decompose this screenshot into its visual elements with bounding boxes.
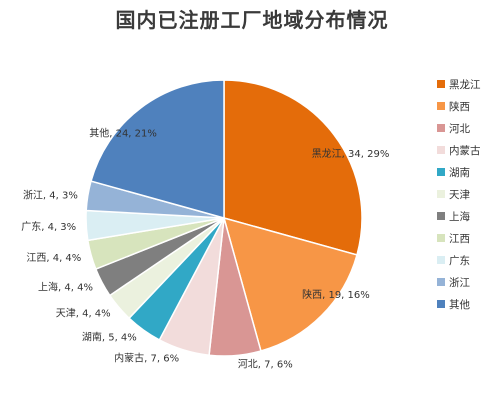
legend-label-4: 内蒙古 (449, 144, 481, 157)
legend-swatch-6 (437, 190, 445, 198)
data-label-4: 内蒙古, 7, 6% (114, 352, 179, 365)
data-label-10: 浙江, 4, 3% (23, 189, 78, 201)
pie-slice-1 (223, 79, 363, 256)
legend-label-1: 黑龙江 (449, 78, 481, 91)
chart-title: 国内已注册工厂地域分布情况 (115, 8, 389, 32)
legend-swatch-3 (437, 124, 445, 132)
legend-swatch-8 (437, 234, 445, 242)
data-label-1: 黑龙江, 34, 29% (312, 147, 390, 160)
legend-label-3: 河北 (449, 123, 470, 135)
data-label-11: 其他, 24, 21% (89, 126, 157, 139)
data-label-6: 天津, 4, 4% (56, 308, 111, 320)
legend-label-8: 江西 (449, 233, 470, 245)
data-label-2: 陕西, 19, 16% (302, 288, 370, 301)
pie-slice-2 (222, 216, 358, 352)
legend-label-10: 浙江 (449, 277, 470, 289)
data-label-8: 江西, 4, 4% (26, 252, 81, 264)
legend-swatch-5 (437, 168, 445, 176)
legend-swatch-2 (437, 102, 445, 110)
data-label-7: 上海, 4, 4% (38, 280, 93, 293)
legend-label-6: 天津 (449, 189, 470, 201)
legend-label-9: 广东 (449, 254, 470, 267)
legend-swatch-7 (437, 212, 445, 220)
legend-swatch-1 (437, 80, 445, 88)
data-label-5: 湖南, 5, 4% (82, 331, 137, 344)
legend-label-5: 湖南 (449, 166, 470, 179)
legend-swatch-11 (437, 300, 445, 308)
legend-swatch-4 (437, 146, 445, 154)
legend-swatch-10 (437, 278, 445, 286)
data-label-9: 广东, 4, 3% (21, 220, 76, 233)
legend-label-2: 陕西 (449, 100, 470, 113)
legend-swatch-9 (437, 256, 445, 264)
data-label-3: 河北, 7, 6% (238, 359, 293, 371)
pie-slice-11 (90, 79, 225, 219)
legend-label-11: 其他 (449, 298, 470, 311)
legend-label-7: 上海 (449, 210, 470, 223)
